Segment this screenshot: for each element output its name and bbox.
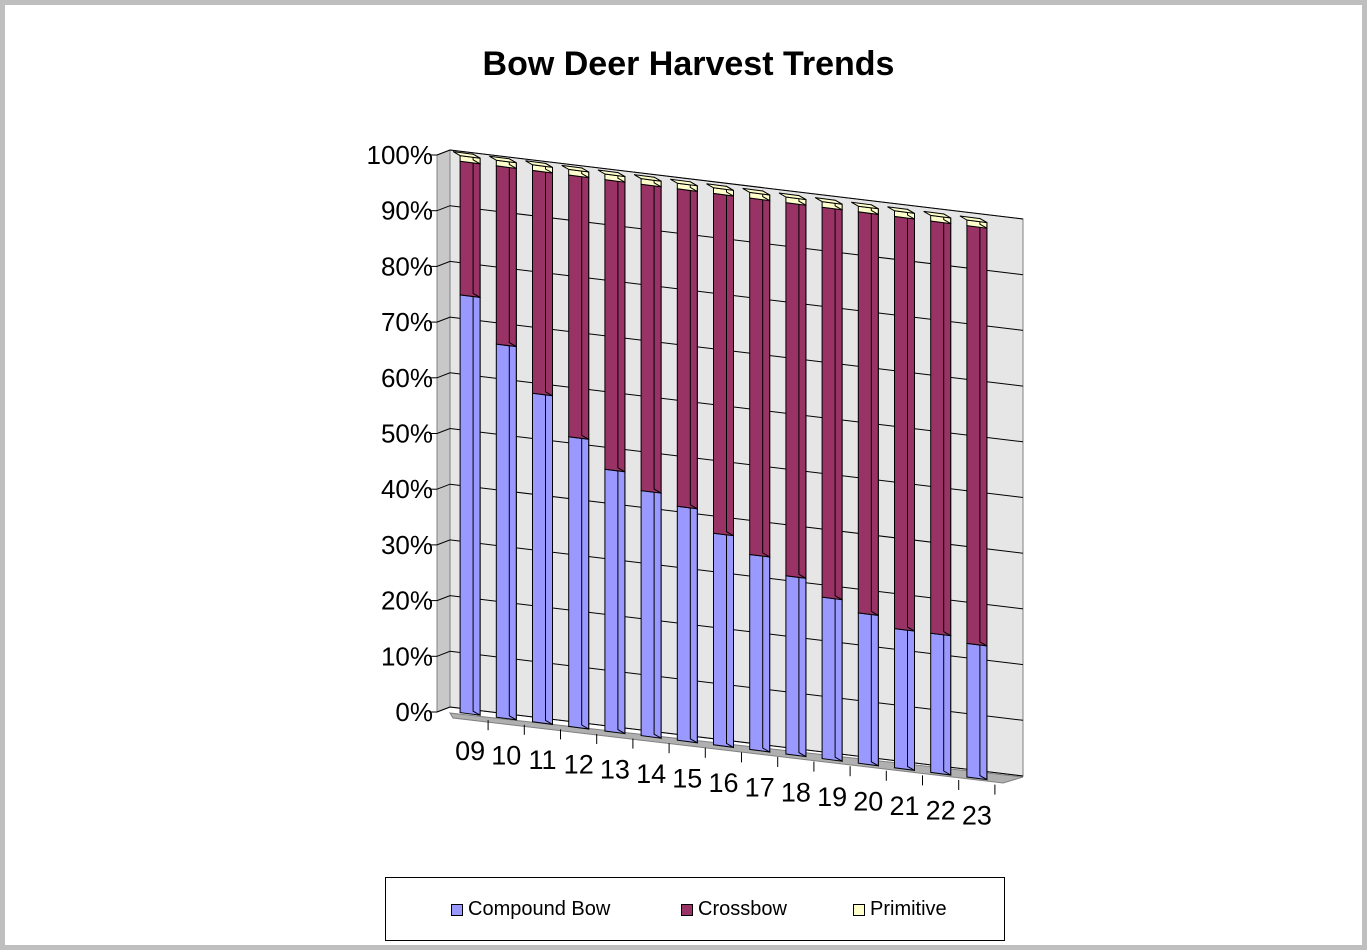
y-tick-label: 70% xyxy=(381,307,433,337)
bar-segment-side xyxy=(689,503,698,744)
bar-segment-side xyxy=(617,466,626,735)
bar-top xyxy=(633,174,662,182)
bar-segment-side xyxy=(762,195,771,558)
chart-plot: 0% 10% 20% 30% 40% 50% 60% 70% 80% 90% 100% 09 10 11 1… xyxy=(367,140,1024,830)
bar-top xyxy=(525,160,553,168)
bar-top xyxy=(742,187,770,196)
bar-segment-side xyxy=(798,200,807,580)
bar-segment-side xyxy=(545,168,553,397)
x-tick-label: 23 xyxy=(962,800,992,830)
x-tick-label: 12 xyxy=(564,750,594,780)
bar-top xyxy=(851,201,879,210)
y-tick-label: 100% xyxy=(367,140,434,170)
bar-top xyxy=(814,197,843,205)
bar-top xyxy=(489,155,517,164)
bar-segment-side xyxy=(979,223,988,647)
bar-segment-side xyxy=(581,434,590,730)
x-tick-label: 10 xyxy=(491,741,521,771)
bar-segment-side xyxy=(762,552,771,753)
x-tick-label: 09 xyxy=(455,736,485,766)
chart-legend: Compound Bow Crossbow Primitive xyxy=(385,877,1005,941)
bar-segment-side xyxy=(834,204,843,601)
bar-segment-side xyxy=(798,573,807,758)
bar-segment-side xyxy=(472,292,481,717)
y-tick-label: 40% xyxy=(381,474,433,504)
legend-item: Crossbow xyxy=(681,898,787,921)
bar-segment-side xyxy=(653,488,662,740)
chart-title: Bow Deer Harvest Trends xyxy=(482,45,895,83)
x-tick-label: 19 xyxy=(817,782,847,812)
bar-segment-side xyxy=(943,218,952,637)
bar-segment-side xyxy=(545,390,553,726)
bar-top xyxy=(597,169,626,178)
y-tick-label: 60% xyxy=(381,363,433,393)
bar-segment-side xyxy=(907,626,915,772)
y-tick-label: 80% xyxy=(381,251,433,281)
y-tick-label: 90% xyxy=(381,196,433,226)
legend-swatch xyxy=(681,903,693,916)
gridline xyxy=(436,149,1024,220)
legend-swatch xyxy=(853,903,865,916)
y-tick-label: 50% xyxy=(381,419,433,449)
bar-segment-side xyxy=(907,214,915,632)
bar-top xyxy=(923,210,951,219)
bar-top xyxy=(887,206,915,214)
x-tick-label: 14 xyxy=(636,759,666,789)
bar-segment-side xyxy=(581,172,590,441)
y-tick-label: 10% xyxy=(381,641,433,671)
bar-top xyxy=(670,178,698,187)
x-tick-label: 13 xyxy=(600,754,630,784)
x-tick-label: 20 xyxy=(853,787,883,817)
x-tick-label: 21 xyxy=(889,791,919,821)
x-tick-label: 18 xyxy=(781,777,811,807)
legend-item: Compound Bow xyxy=(451,898,610,921)
x-tick-label: 11 xyxy=(528,745,556,775)
legend-swatch xyxy=(451,903,463,916)
bar-top xyxy=(706,183,734,191)
bar-segment-side xyxy=(943,630,952,776)
bar-segment-side xyxy=(979,641,988,781)
bar-segment-side xyxy=(726,530,734,749)
bar-top xyxy=(452,151,481,159)
y-tick-label: 20% xyxy=(381,586,433,616)
legend-label: Primitive xyxy=(870,898,947,920)
y-tick-label: 0% xyxy=(395,697,433,727)
x-tick-label: 16 xyxy=(708,768,738,798)
x-tick-label: 17 xyxy=(745,773,775,803)
x-tick-label: 22 xyxy=(926,796,956,826)
bar-segment-side xyxy=(472,158,481,299)
bar-top xyxy=(561,164,589,173)
y-tick-label: 30% xyxy=(381,530,433,560)
bar-top xyxy=(778,192,807,201)
bar-segment-side xyxy=(834,594,843,763)
bar-segment-side xyxy=(508,341,517,721)
legend-label: Crossbow xyxy=(698,898,787,920)
bar-segment-side xyxy=(617,177,626,473)
bar-top xyxy=(959,215,988,224)
legend-label: Compound Bow xyxy=(468,898,611,920)
bar-segment-side xyxy=(653,181,662,494)
bar-segment-side xyxy=(508,163,517,348)
bar-segment-side xyxy=(870,610,879,767)
bar-segment-side xyxy=(689,186,698,510)
bar-segment-side xyxy=(870,209,879,617)
legend-item: Primitive xyxy=(853,898,947,921)
bar-segment-side xyxy=(726,191,734,537)
x-tick-label: 15 xyxy=(672,764,702,794)
